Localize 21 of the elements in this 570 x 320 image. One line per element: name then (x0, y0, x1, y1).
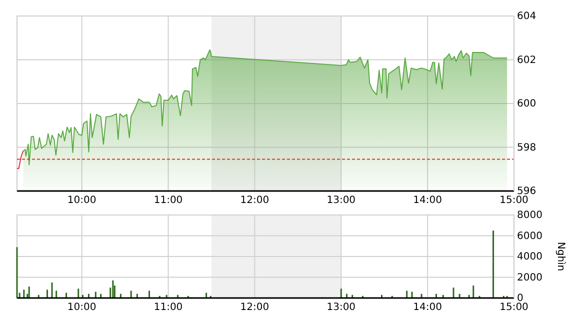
y-tick-label: 8000 (517, 210, 542, 222)
x-tick-label: 11:00 (154, 195, 183, 206)
x-tick-label: 14:00 (413, 302, 442, 314)
x-tick-label: 13:00 (326, 195, 356, 206)
y-tick-label: 600 (517, 98, 536, 110)
x-tick-label: 10:00 (67, 302, 96, 314)
x-tick-label: 13:00 (326, 302, 356, 314)
x-tick-label: 15:00 (500, 302, 528, 314)
x-tick-label: 15:00 (500, 195, 528, 206)
y-axis-title: Nghìn (555, 242, 566, 272)
y-tick-label: 602 (517, 54, 536, 66)
y-tick-label: 598 (517, 142, 536, 154)
x-tick-label: 11:00 (154, 302, 183, 314)
x-tick-label: 14:00 (413, 195, 442, 206)
x-tick-label: 10:00 (67, 195, 96, 206)
x-tick-label: 12:00 (240, 302, 270, 314)
y-tick-label: 6000 (517, 230, 542, 242)
y-tick-label: 604 (517, 11, 536, 22)
y-tick-label: 4000 (517, 252, 542, 263)
y-tick-label: 2000 (517, 272, 542, 284)
x-tick-label: 12:00 (240, 195, 270, 206)
